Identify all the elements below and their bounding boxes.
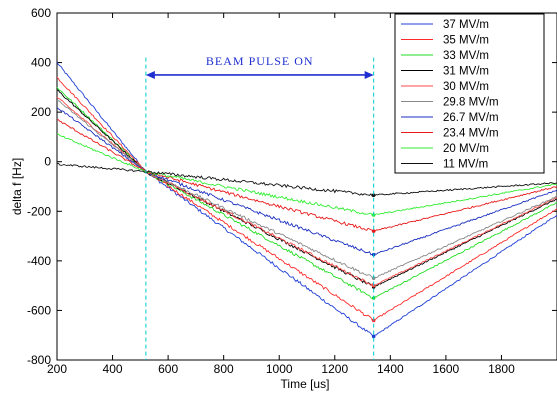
x-tick-label: 1400 — [377, 362, 404, 376]
x-tick-label: 1800 — [488, 362, 515, 376]
y-tick-label: -200 — [27, 204, 51, 218]
y-tick-label: -400 — [27, 254, 51, 268]
legend-label-10: 11 MV/m — [443, 159, 488, 171]
series-line-9 — [56, 133, 557, 217]
y-tick-label: 600 — [31, 6, 51, 20]
x-tick-label: 800 — [214, 362, 234, 376]
legend-label-4: 31 MV/m — [443, 66, 489, 78]
x-tick-label: 1200 — [321, 362, 348, 376]
legend-label-7: 26.7 MV/m — [443, 112, 499, 124]
legend-label-8: 23.4 MV/m — [443, 128, 499, 140]
y-tick-label: 0 — [44, 155, 51, 169]
series-line-2 — [56, 76, 557, 321]
legend-label-3: 33 MV/m — [443, 50, 489, 62]
beam-pulse-label: BEAM PULSE ON — [206, 54, 314, 68]
x-tick-label: 1600 — [433, 362, 460, 376]
x-tick-label: 400 — [103, 362, 123, 376]
x-tick-label: 600 — [158, 362, 178, 376]
series-line-10 — [56, 162, 557, 197]
legend-label-1: 37 MV/m — [443, 19, 489, 31]
series-line-8 — [56, 119, 557, 232]
legend-label-6: 29.8 MV/m — [443, 97, 499, 109]
arrowhead-right — [364, 70, 374, 79]
x-tick-label: 200 — [47, 362, 67, 376]
x-axis-title: Time [us] — [281, 377, 330, 391]
legend-label-9: 20 MV/m — [443, 143, 489, 155]
y-tick-label: -800 — [27, 353, 51, 367]
series-peak-marker-1 — [371, 334, 376, 339]
series-line-5 — [56, 96, 557, 288]
series-peak-marker-5 — [371, 283, 376, 288]
y-tick-label: -600 — [27, 303, 51, 317]
y-axis-title: delta f [Hz] — [10, 158, 24, 215]
y-tick-label: 200 — [31, 105, 51, 119]
series-peak-marker-10 — [371, 193, 376, 197]
legend-label-5: 30 MV/m — [443, 81, 489, 93]
arrowhead-left — [145, 70, 155, 79]
y-tick-label: 400 — [31, 56, 51, 70]
series-line-7 — [56, 107, 557, 256]
series-peak-marker-8 — [371, 229, 376, 233]
legend-label-2: 35 MV/m — [443, 35, 489, 47]
legend-box — [394, 13, 545, 174]
x-tick-label: 1000 — [266, 362, 293, 376]
